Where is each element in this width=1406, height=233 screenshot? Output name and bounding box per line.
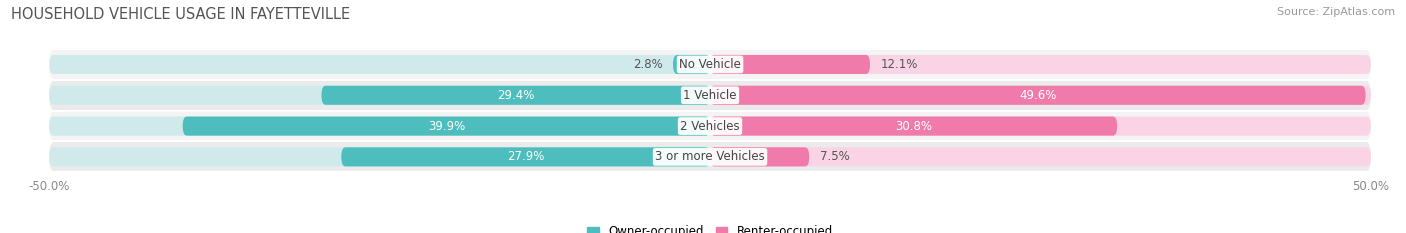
FancyBboxPatch shape <box>49 55 710 74</box>
Text: 1 Vehicle: 1 Vehicle <box>683 89 737 102</box>
Text: 29.4%: 29.4% <box>498 89 534 102</box>
FancyBboxPatch shape <box>342 147 710 166</box>
FancyBboxPatch shape <box>710 147 810 166</box>
FancyBboxPatch shape <box>49 147 710 166</box>
FancyBboxPatch shape <box>49 141 1371 172</box>
Text: 2.8%: 2.8% <box>633 58 662 71</box>
Text: No Vehicle: No Vehicle <box>679 58 741 71</box>
FancyBboxPatch shape <box>710 116 1118 136</box>
FancyBboxPatch shape <box>49 116 710 136</box>
Legend: Owner-occupied, Renter-occupied: Owner-occupied, Renter-occupied <box>582 221 838 233</box>
FancyBboxPatch shape <box>710 55 870 74</box>
Text: 3 or more Vehicles: 3 or more Vehicles <box>655 150 765 163</box>
Text: 30.8%: 30.8% <box>896 120 932 133</box>
Text: 12.1%: 12.1% <box>880 58 918 71</box>
FancyBboxPatch shape <box>710 55 1371 74</box>
Text: 2 Vehicles: 2 Vehicles <box>681 120 740 133</box>
FancyBboxPatch shape <box>673 55 710 74</box>
FancyBboxPatch shape <box>49 86 710 105</box>
FancyBboxPatch shape <box>49 80 1371 111</box>
Text: 27.9%: 27.9% <box>508 150 544 163</box>
FancyBboxPatch shape <box>710 86 1365 105</box>
FancyBboxPatch shape <box>322 86 710 105</box>
Text: 49.6%: 49.6% <box>1019 89 1056 102</box>
Text: 39.9%: 39.9% <box>427 120 465 133</box>
FancyBboxPatch shape <box>183 116 710 136</box>
FancyBboxPatch shape <box>710 86 1371 105</box>
FancyBboxPatch shape <box>49 49 1371 80</box>
Text: Source: ZipAtlas.com: Source: ZipAtlas.com <box>1277 7 1395 17</box>
Text: 7.5%: 7.5% <box>820 150 849 163</box>
FancyBboxPatch shape <box>49 111 1371 141</box>
Text: HOUSEHOLD VEHICLE USAGE IN FAYETTEVILLE: HOUSEHOLD VEHICLE USAGE IN FAYETTEVILLE <box>11 7 350 22</box>
FancyBboxPatch shape <box>710 147 1371 166</box>
FancyBboxPatch shape <box>710 116 1371 136</box>
